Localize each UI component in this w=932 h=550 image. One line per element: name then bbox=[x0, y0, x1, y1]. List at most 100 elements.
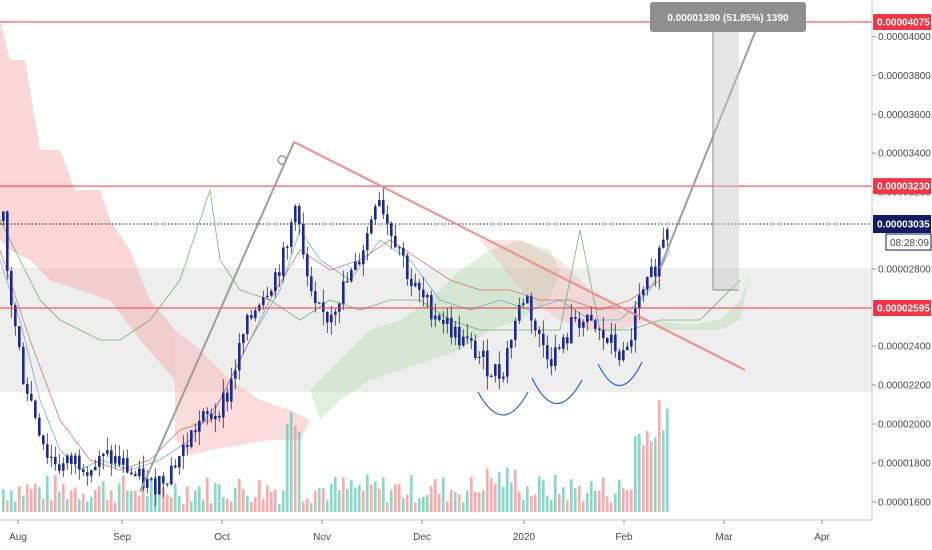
volume-bar bbox=[598, 490, 601, 512]
x-tick-label: Sep bbox=[113, 532, 131, 543]
candle-body bbox=[354, 261, 357, 271]
candle-body bbox=[642, 289, 645, 296]
volume-bar bbox=[454, 491, 457, 512]
volume-bar bbox=[586, 492, 589, 512]
volume-bar bbox=[90, 496, 93, 512]
candle-body bbox=[202, 411, 205, 421]
candle-body bbox=[466, 336, 469, 339]
candle-body bbox=[646, 276, 649, 290]
candle-body bbox=[654, 266, 657, 277]
candle-body bbox=[414, 282, 417, 287]
volume-bar bbox=[514, 469, 517, 512]
candle-body bbox=[110, 450, 113, 464]
volume-bar bbox=[478, 492, 481, 512]
candle-body bbox=[190, 430, 193, 447]
candle-body bbox=[270, 290, 273, 296]
candle-body bbox=[150, 478, 153, 480]
volume-bar bbox=[534, 494, 537, 512]
volume-bar bbox=[202, 500, 205, 512]
volume-bar bbox=[290, 412, 293, 512]
volume-bar bbox=[350, 480, 353, 512]
volume-bar bbox=[146, 495, 149, 512]
volume-bar bbox=[30, 489, 33, 512]
volume-bar bbox=[610, 502, 613, 512]
candle-body bbox=[134, 473, 137, 477]
volume-bar bbox=[530, 495, 533, 512]
volume-bar bbox=[474, 491, 477, 512]
volume-bar bbox=[258, 480, 261, 512]
candle-body bbox=[474, 340, 477, 358]
candle-body bbox=[346, 281, 349, 283]
y-tick-label: 0.00003800 bbox=[878, 71, 931, 82]
volume-bar bbox=[390, 489, 393, 512]
volume-bar bbox=[206, 477, 209, 512]
candle-body bbox=[342, 281, 345, 304]
candle-body bbox=[426, 295, 429, 298]
volume-bar bbox=[502, 487, 505, 512]
volume-bar bbox=[482, 490, 485, 512]
candle-body bbox=[162, 475, 165, 484]
volume-bar bbox=[214, 482, 217, 512]
x-tick-label: Oct bbox=[214, 532, 230, 543]
candle-body bbox=[278, 272, 281, 276]
volume-bar bbox=[506, 467, 509, 512]
y-tick-label: 0.00003400 bbox=[878, 149, 931, 160]
volume-bar bbox=[46, 475, 49, 512]
volume-bar bbox=[42, 498, 45, 512]
volume-bar bbox=[10, 490, 13, 512]
candle-body bbox=[114, 456, 117, 464]
candle-body bbox=[86, 472, 89, 476]
candle-body bbox=[206, 411, 209, 414]
cloud-bull bbox=[650, 275, 750, 330]
x-tick-label: Apr bbox=[814, 532, 830, 543]
volume-bar bbox=[254, 497, 257, 512]
candle-body bbox=[14, 305, 17, 327]
candle-body bbox=[106, 450, 109, 454]
anchor-marker bbox=[277, 155, 287, 165]
price-tag-label: 0.00004075 bbox=[877, 18, 930, 29]
candle-body bbox=[186, 444, 189, 447]
volume-bar bbox=[34, 483, 37, 512]
price-tag bbox=[873, 178, 931, 195]
candle-body bbox=[542, 333, 545, 346]
candle-body bbox=[318, 302, 321, 304]
x-tick-label: Aug bbox=[9, 532, 27, 543]
volume-bar bbox=[130, 490, 133, 512]
candle-body bbox=[378, 200, 381, 207]
volume-bar bbox=[94, 489, 97, 512]
volume-bar bbox=[606, 496, 609, 512]
candle-body bbox=[618, 351, 621, 361]
volume-bar bbox=[526, 486, 529, 512]
volume-bar bbox=[362, 490, 365, 512]
volume-bar bbox=[354, 487, 357, 512]
candle-body bbox=[526, 296, 529, 304]
candle-body bbox=[46, 444, 49, 458]
volume-bar bbox=[342, 477, 345, 512]
candle-body bbox=[282, 247, 285, 276]
volume-bar bbox=[470, 476, 473, 512]
volume-bar bbox=[562, 487, 565, 512]
candle-body bbox=[558, 347, 561, 349]
volume-bar bbox=[150, 478, 153, 512]
price-tag-label: 0.00003230 bbox=[877, 182, 930, 193]
volume-bar bbox=[330, 484, 333, 512]
candle-body bbox=[74, 455, 77, 464]
candle-body bbox=[26, 384, 29, 394]
volume-bar bbox=[462, 502, 465, 512]
candle-body bbox=[606, 338, 609, 343]
candle-body bbox=[222, 392, 225, 418]
volume-bar bbox=[442, 477, 445, 512]
candle-body bbox=[462, 336, 465, 346]
volume-bar bbox=[106, 499, 109, 512]
candle-body bbox=[470, 338, 473, 341]
candle-body bbox=[326, 311, 329, 323]
candle-body bbox=[22, 347, 25, 385]
volume-bar bbox=[386, 502, 389, 512]
candle-body bbox=[442, 319, 445, 324]
candle-body bbox=[662, 239, 665, 248]
volume-bar bbox=[578, 485, 581, 512]
volume-bar bbox=[574, 488, 577, 512]
volume-bar bbox=[266, 485, 269, 512]
